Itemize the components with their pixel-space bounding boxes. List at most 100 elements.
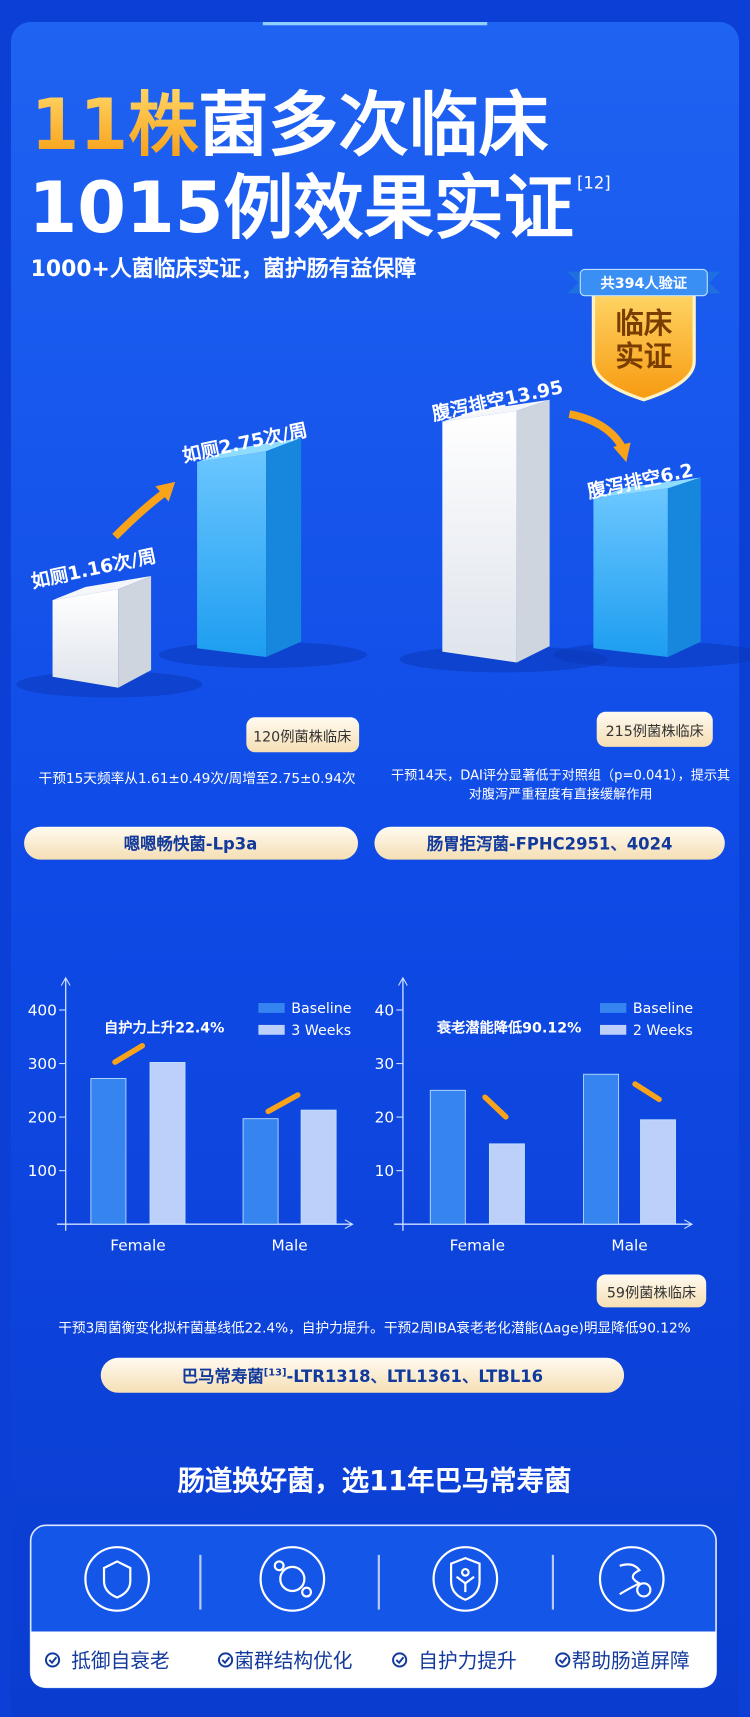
legend-swatch xyxy=(258,1024,285,1035)
strain-ref: [13] xyxy=(264,1367,287,1378)
tag-box xyxy=(246,717,360,753)
y-tick-label: 300 xyxy=(28,1055,57,1073)
check-mark xyxy=(395,1656,405,1665)
strain-name: 肠胃拒泻菌-FPHC2951、4024 xyxy=(427,835,673,854)
icon-gut xyxy=(619,1563,642,1596)
axis-arrow xyxy=(344,1219,354,1230)
x-tick-label: Male xyxy=(271,1236,307,1254)
chart-annotation: 衰老潜能降低90.12% xyxy=(436,1019,582,1037)
arrow-head xyxy=(155,481,176,502)
icon xyxy=(84,1546,150,1612)
bar xyxy=(300,1109,337,1225)
benefit-icons xyxy=(84,1546,665,1612)
y-tick-label: 30 xyxy=(375,1055,395,1073)
y-tick-label: 10 xyxy=(375,1162,395,1180)
title-rest: 菌多次临床 xyxy=(198,84,548,166)
strain-pill xyxy=(100,1357,625,1393)
check-mark xyxy=(558,1656,568,1665)
box-side xyxy=(516,399,550,663)
badge-line2: 实证 xyxy=(615,340,672,373)
legend-label: 3 Weeks xyxy=(291,1023,351,1039)
arrow xyxy=(112,489,167,540)
box-top xyxy=(593,477,701,499)
strain-rest: -LTR1318、LTL1361、LTBL16 xyxy=(286,1367,543,1386)
badge-ribbon xyxy=(579,268,708,297)
icon-shield xyxy=(102,1560,132,1599)
icon-dot xyxy=(301,1586,313,1598)
badge-line1: 临床 xyxy=(615,307,672,340)
axis-arrow xyxy=(398,976,408,986)
study-tag: 59例菌株临床 xyxy=(607,1285,696,1302)
box-side xyxy=(667,477,701,658)
badge: 共394人验证 临床 实证 xyxy=(567,268,721,402)
benefit-label: 帮助肠道屏障 xyxy=(572,1650,690,1673)
benefit-label: 自护力提升 xyxy=(418,1650,516,1673)
title-line2: 1015例效果实证 xyxy=(28,167,573,249)
legend-label: Baseline xyxy=(633,1001,693,1017)
check-icon xyxy=(392,1652,408,1668)
y-tick-label: 20 xyxy=(375,1109,395,1127)
bar xyxy=(488,1143,525,1225)
tag-box xyxy=(596,711,713,747)
legend-label: 2 Weeks xyxy=(633,1023,693,1039)
icon xyxy=(598,1546,665,1612)
y-tick-label: 400 xyxy=(28,1001,57,1019)
bar xyxy=(583,1073,620,1225)
strain-pill xyxy=(24,826,359,860)
icon xyxy=(432,1546,499,1612)
check-icon xyxy=(45,1652,61,1668)
box-front xyxy=(52,589,119,688)
x-tick-label: Male xyxy=(611,1236,647,1254)
study-tag: 215例菌株临床 xyxy=(606,723,704,740)
icon-cell xyxy=(279,1565,306,1593)
axis-arrow xyxy=(684,1219,694,1230)
subtitle: 1000+人菌临床实证，菌护肠有益保障 xyxy=(31,256,417,282)
strain-main: 巴马常寿菌 xyxy=(182,1367,264,1386)
study-note: 干预14天，DAI评分显著低于对照组（p=0.041），提示其 xyxy=(391,768,730,784)
icon-dot xyxy=(273,1560,285,1572)
strain-name: 巴马常寿菌[13]-LTR1318、LTL1361、LTBL16 xyxy=(182,1367,543,1386)
legend-swatch xyxy=(600,1024,627,1035)
axis-arrow xyxy=(60,976,71,986)
bar xyxy=(640,1119,676,1225)
study-note: 对腹泻严重程度有直接缓解作用 xyxy=(469,785,653,802)
title-highlight: 11株 xyxy=(31,84,199,166)
y-tick-label: 200 xyxy=(28,1109,57,1127)
chart-annotation: 自护力上升22.4% xyxy=(104,1019,224,1037)
benefits: 抵御自衰老 菌群结构优化 自护力提升 帮助肠道屏障 xyxy=(45,1650,690,1673)
benefit-label: 菌群结构优化 xyxy=(234,1650,352,1673)
tag-box xyxy=(596,1274,707,1308)
study-tag: 120例菌株临床 xyxy=(253,728,351,745)
x-tick-label: Female xyxy=(110,1236,165,1254)
box-top xyxy=(197,438,302,463)
charts: 100 200 300 400 Female Male Baseline 3 Weeks 自护力… xyxy=(28,976,694,1254)
box-front xyxy=(197,451,267,658)
box-side xyxy=(118,576,152,688)
benefit-strip xyxy=(30,1631,717,1688)
legend-swatch xyxy=(258,1003,285,1013)
y-tick-label: 40 xyxy=(375,1001,395,1019)
box-top xyxy=(52,576,152,601)
box-front xyxy=(442,410,517,663)
trend-arrow xyxy=(265,1092,301,1115)
bar xyxy=(90,1078,127,1225)
trend-arrow xyxy=(632,1081,662,1103)
benefit-label: 抵御自衰老 xyxy=(71,1650,169,1673)
icon-body xyxy=(455,1575,475,1593)
study-note: 干预3周菌衡变化拟杆菌基线低22.4%，自护力提升。干预2周IBA衰老老化潜能(… xyxy=(58,1320,690,1337)
box-front xyxy=(593,488,668,658)
bar xyxy=(429,1089,466,1225)
card xyxy=(10,22,740,1717)
icon-check xyxy=(636,1582,652,1598)
trend-arrow xyxy=(482,1094,509,1120)
footer-title: 肠道换好菌，选11年巴马常寿菌 xyxy=(178,1465,572,1497)
strain-name: 嗯嗯畅快菌-Lp3a xyxy=(124,835,258,854)
icon-shield xyxy=(450,1556,481,1601)
badge-shield xyxy=(591,285,696,402)
study-note: 干预15天频率从1.61±0.49次/周增至2.75±0.94次 xyxy=(39,770,356,787)
icon-head xyxy=(460,1567,470,1577)
check-mark xyxy=(221,1656,231,1665)
top-glow xyxy=(262,22,488,26)
